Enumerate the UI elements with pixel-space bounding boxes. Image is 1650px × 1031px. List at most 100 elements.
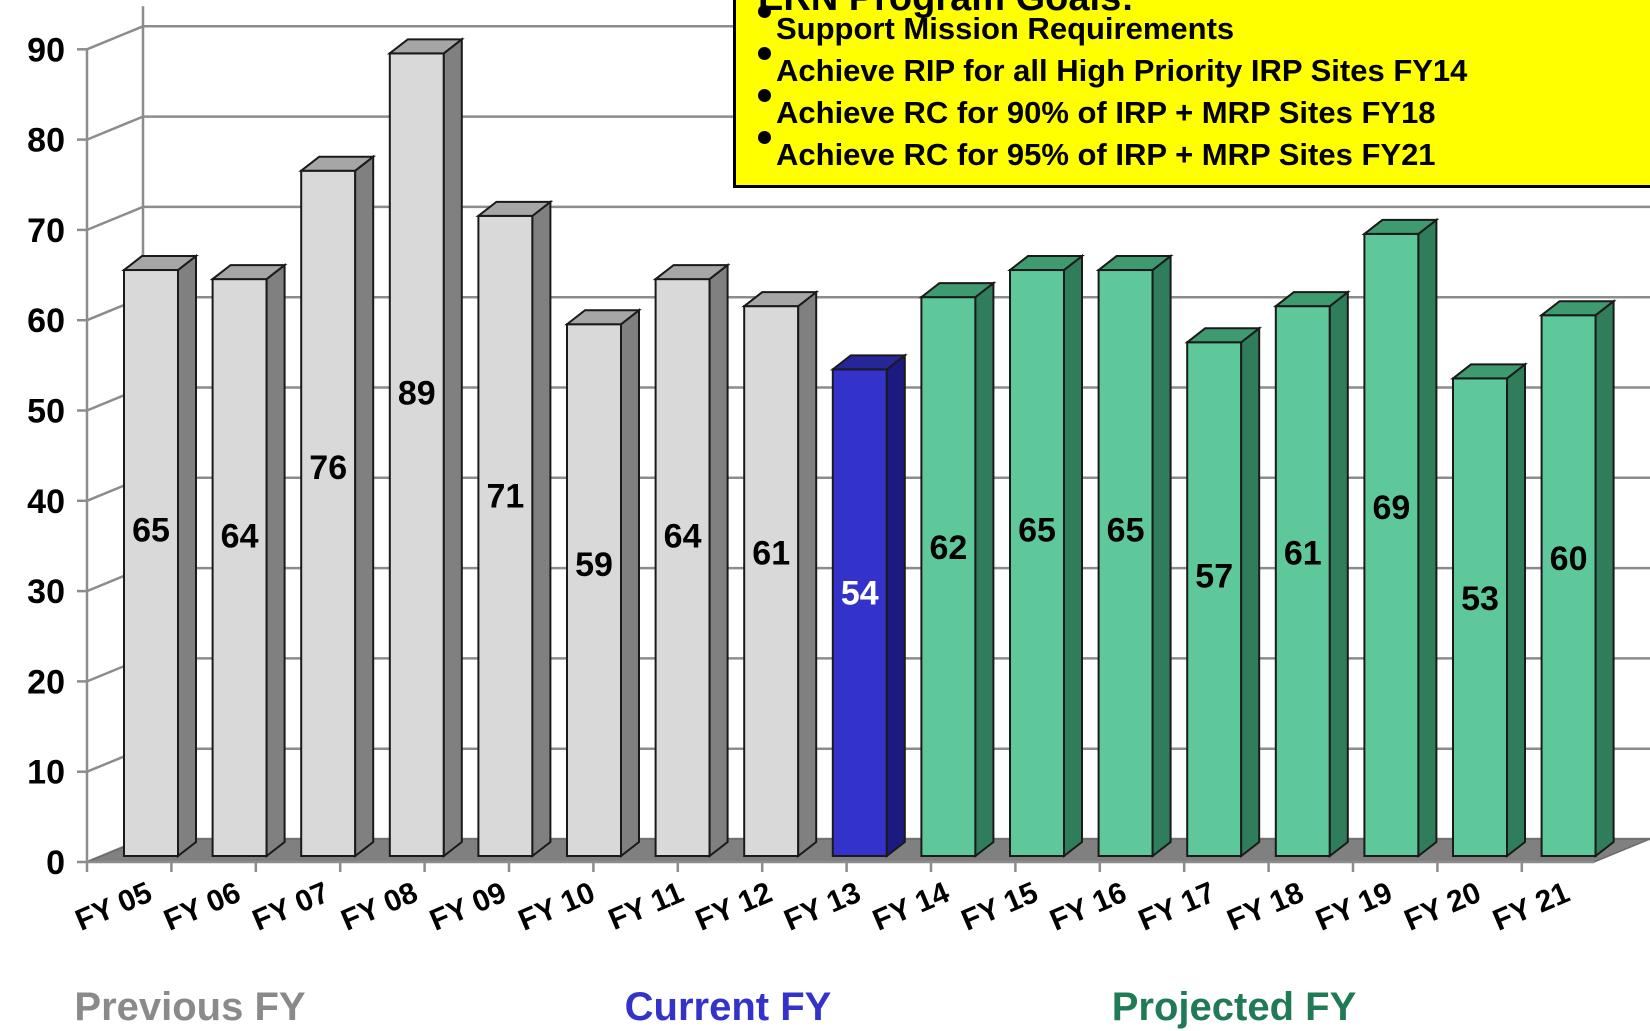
bar xyxy=(123,269,179,857)
bar-side xyxy=(1594,299,1615,859)
bar-top xyxy=(652,264,731,281)
bar xyxy=(1186,341,1243,858)
data-label: 65 xyxy=(1107,512,1145,550)
bar xyxy=(1452,377,1508,857)
y-tick-label: 50 xyxy=(27,393,65,431)
data-label: 89 xyxy=(398,375,436,413)
x-tick-label: FY 06 xyxy=(159,876,245,937)
y-tick-label: 90 xyxy=(27,31,65,69)
data-label: 57 xyxy=(1195,557,1233,595)
bar-side xyxy=(974,281,995,859)
bar-top xyxy=(1450,363,1528,380)
x-tick-label: FY 21 xyxy=(1488,876,1574,937)
goals-title: ERN Program Goals: xyxy=(758,0,1134,20)
bar-top xyxy=(1095,255,1174,272)
y-tick-label: 20 xyxy=(27,663,65,701)
bar-side xyxy=(1328,290,1349,859)
bar-top xyxy=(918,282,997,299)
goals-item: Achieve RC for 90% of IRP + MRP Sites FY… xyxy=(758,89,1436,131)
goals-item-text: Achieve RC for 95% of IRP + MRP Sites FY… xyxy=(776,137,1436,172)
y-tick-label: 80 xyxy=(27,122,65,160)
bar-top xyxy=(829,354,908,371)
bar xyxy=(920,296,977,857)
gridline-side xyxy=(86,25,144,51)
data-label: 65 xyxy=(132,512,170,550)
bar-top xyxy=(1361,218,1440,235)
bar xyxy=(1540,314,1597,857)
bar-side xyxy=(797,290,818,859)
x-tick-label: FY 18 xyxy=(1222,876,1308,937)
data-label: 64 xyxy=(664,517,702,555)
bar-top xyxy=(475,200,554,217)
bar-side xyxy=(354,154,375,859)
x-tick-label: FY 17 xyxy=(1134,876,1220,937)
x-tick-label: FY 07 xyxy=(248,876,334,937)
gridline-side xyxy=(86,115,144,141)
data-label: 64 xyxy=(221,517,259,555)
data-label: 60 xyxy=(1550,540,1588,578)
goals-item: Achieve RIP for all High Priority IRP Si… xyxy=(758,47,1468,89)
bar xyxy=(654,278,711,857)
bar-top xyxy=(1184,327,1263,344)
x-tick-label: FY 14 xyxy=(868,876,954,938)
y-tick-label: 70 xyxy=(27,212,65,250)
bar-top xyxy=(121,255,199,272)
x-tick-label: FY 12 xyxy=(691,876,777,937)
bar-top xyxy=(1272,291,1351,308)
bar xyxy=(1009,269,1065,857)
goals-item: Achieve RC for 95% of IRP + MRP Sites FY… xyxy=(758,131,1436,173)
bar-side xyxy=(531,199,552,859)
x-tick-label: FY 20 xyxy=(1400,876,1486,937)
data-label: 76 xyxy=(309,449,347,487)
x-tick-label: FY 11 xyxy=(604,876,689,937)
x-tick-label: FY 16 xyxy=(1045,876,1131,937)
bar-side xyxy=(1063,254,1083,859)
bar xyxy=(1274,305,1331,858)
bar xyxy=(477,214,534,857)
data-label: 59 xyxy=(575,546,613,584)
bar-side xyxy=(1417,217,1438,859)
goals-item: Support Mission Requirements xyxy=(758,5,1234,47)
y-tick-label: 0 xyxy=(46,844,65,882)
gridline-side xyxy=(86,205,144,232)
data-label: 61 xyxy=(1284,534,1322,572)
bar-top xyxy=(741,291,820,308)
y-tick-label: 10 xyxy=(27,754,65,792)
group-label-projected: Projected FY xyxy=(1112,985,1357,1029)
data-label: 54 xyxy=(841,574,879,612)
bar-side xyxy=(708,263,729,859)
x-tick-label: FY 09 xyxy=(425,876,511,937)
x-tick-label: FY 08 xyxy=(336,876,422,937)
x-tick-label: FY 15 xyxy=(957,876,1043,937)
bar-side xyxy=(1240,326,1261,859)
bar-side xyxy=(620,308,640,859)
bar-side xyxy=(177,254,197,859)
bar xyxy=(831,368,888,857)
bullet-icon xyxy=(758,89,771,102)
bullet-icon xyxy=(758,5,771,18)
y-tick-label: 40 xyxy=(27,483,65,521)
x-tick-label: FY 05 xyxy=(71,876,157,937)
bar xyxy=(1363,232,1420,857)
bar-side xyxy=(1506,362,1526,859)
data-label: 69 xyxy=(1372,489,1410,527)
group-label-previous: Previous FY xyxy=(74,985,306,1029)
bar-side xyxy=(885,353,906,859)
bullet-icon xyxy=(758,131,771,144)
goals-item-text: Achieve RC for 90% of IRP + MRP Sites FY… xyxy=(776,95,1436,130)
bar xyxy=(1097,269,1154,857)
program-goals-box: ERN Program Goals: Support Mission Requi… xyxy=(733,0,1650,188)
bar xyxy=(300,169,357,858)
data-label: 53 xyxy=(1461,580,1499,618)
data-label: 61 xyxy=(752,534,790,572)
bar-top xyxy=(209,264,288,281)
bar xyxy=(211,278,268,857)
data-label: 62 xyxy=(929,529,967,567)
bar xyxy=(743,305,800,858)
group-label-current: Current FY xyxy=(625,985,832,1029)
bar-side xyxy=(265,263,286,859)
x-tick-label: FY 19 xyxy=(1311,876,1397,937)
goals-item-text: Achieve RIP for all High Priority IRP Si… xyxy=(776,53,1468,88)
bar-top xyxy=(564,309,642,326)
